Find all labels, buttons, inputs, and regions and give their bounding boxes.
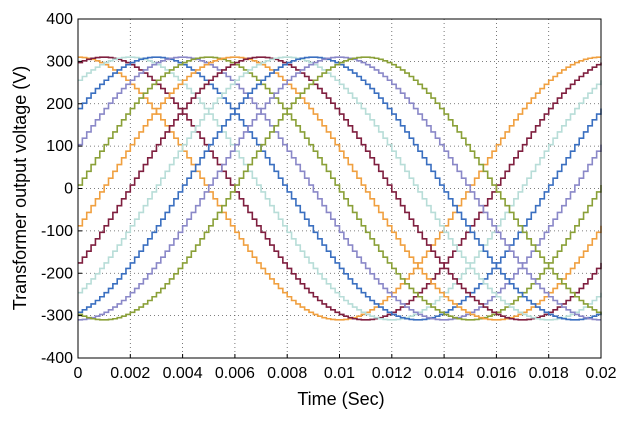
- x-tick-label: 0.004: [163, 365, 203, 382]
- series-line-0: [78, 56, 601, 321]
- y-tick-label: 300: [46, 53, 73, 70]
- y-tick-label: 200: [46, 96, 73, 113]
- x-axis-label: Time (Sec): [297, 389, 384, 409]
- y-tick-label: -200: [41, 265, 73, 282]
- x-tick-label: 0: [74, 365, 83, 382]
- series-line-5: [78, 56, 602, 321]
- series-line-3: [78, 56, 602, 321]
- y-tick-label: -300: [41, 308, 73, 325]
- y-tick-label: 100: [46, 138, 73, 155]
- y-tick-label: 0: [64, 181, 73, 198]
- x-tick-label: 0.006: [215, 365, 255, 382]
- series-line-1: [78, 56, 602, 321]
- y-tick-label: -400: [41, 350, 73, 367]
- tick-marks: [77, 18, 602, 359]
- grid-lines: [78, 19, 601, 358]
- y-tick-label: -100: [41, 223, 73, 240]
- series-line-10: [78, 56, 601, 321]
- y-axis-label: Transformer output voltage (V): [10, 66, 30, 310]
- y-tick-label: 400: [46, 11, 73, 28]
- x-tick-label: 0.016: [476, 365, 516, 382]
- y-tick-labels: 400 300 200 100 0 -100 -200 -300 -400: [41, 11, 73, 367]
- series-group: [78, 56, 602, 321]
- x-tick-label: 0.012: [372, 365, 412, 382]
- x-tick-label: 0.01: [324, 365, 355, 382]
- x-tick-label: 0.018: [529, 365, 569, 382]
- x-tick-label: 0.014: [424, 365, 464, 382]
- series-line-6: [78, 56, 602, 321]
- series-line-11: [78, 56, 602, 321]
- x-tick-label: 0.02: [585, 365, 616, 382]
- series-line-2: [78, 56, 602, 321]
- series-line-7: [78, 56, 602, 321]
- series-line-4: [78, 56, 602, 321]
- x-tick-labels: 0 0.002 0.004 0.006 0.008 0.01 0.012 0.014 0.016…: [74, 365, 617, 382]
- x-tick-label: 0.002: [110, 365, 150, 382]
- x-tick-label: 0.008: [267, 365, 307, 382]
- series-line-8: [78, 56, 602, 321]
